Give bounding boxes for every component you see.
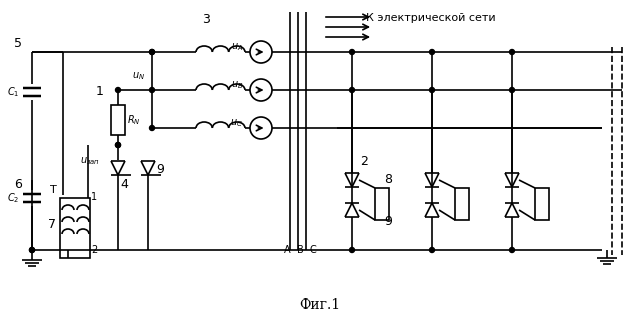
Text: 5: 5 [14,37,22,50]
Text: 9: 9 [156,163,164,176]
Circle shape [115,142,120,148]
Circle shape [509,247,515,252]
Circle shape [150,50,154,54]
Text: $u_N$: $u_N$ [132,70,145,82]
Text: 4: 4 [120,178,128,191]
Text: К электрической сети: К электрической сети [366,13,495,23]
Circle shape [509,50,515,54]
Bar [535,188,549,220]
Bar [60,198,90,258]
Circle shape [115,87,120,93]
Text: $u_C$: $u_C$ [230,117,243,129]
Circle shape [150,87,154,93]
Bar [375,188,389,220]
Text: 1: 1 [96,85,104,98]
Text: 6: 6 [14,178,22,191]
Text: A: A [284,245,291,255]
Text: C: C [310,245,316,255]
Text: 2: 2 [91,245,97,255]
Circle shape [509,87,515,93]
Text: Фиг.1: Фиг.1 [300,298,340,312]
Circle shape [429,247,435,252]
Text: 2: 2 [360,155,368,168]
Text: $u_A$: $u_A$ [230,41,243,53]
Circle shape [429,87,435,93]
Text: 7: 7 [48,218,56,231]
Circle shape [29,247,35,252]
Text: $R_N$: $R_N$ [127,113,141,127]
Text: $u_B$: $u_B$ [230,79,243,91]
Circle shape [349,87,355,93]
Text: $u_{зап}$: $u_{зап}$ [80,155,100,167]
Circle shape [429,50,435,54]
Circle shape [349,50,355,54]
Bar [111,105,125,135]
Text: T: T [50,185,57,195]
Text: 9: 9 [384,215,392,228]
Text: B: B [296,245,303,255]
Circle shape [29,247,35,252]
Circle shape [150,126,154,130]
Circle shape [115,142,120,148]
Text: $C_1$: $C_1$ [6,85,19,99]
Circle shape [349,247,355,252]
Text: 8: 8 [384,173,392,186]
Text: 1: 1 [91,192,97,202]
Text: 3: 3 [202,13,210,26]
Text: $C_2$: $C_2$ [6,191,19,205]
Circle shape [150,50,154,54]
Bar [455,188,469,220]
